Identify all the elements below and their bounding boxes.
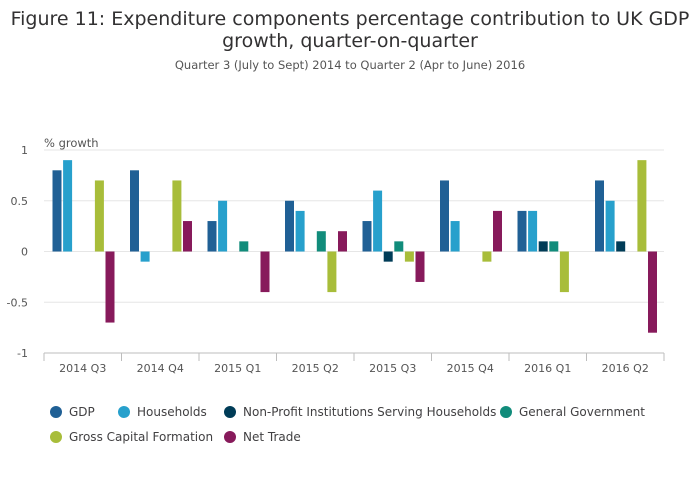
y-tick-label: -0.5 [7,296,28,309]
bar [183,221,192,252]
x-tick-label: 2015 Q2 [292,362,339,375]
x-tick-label: 2014 Q4 [137,362,184,375]
bar [450,221,460,252]
bar [327,251,337,293]
y-tick-label: 0.5 [11,195,29,208]
bar [493,210,502,252]
x-axis: 2014 Q3 2014 Q4 2015 Q1 2015 Q2 2015 Q3 2015 … [43,352,665,375]
bar [52,170,62,252]
bar [207,221,217,252]
bar [549,241,559,252]
bar [394,241,404,252]
bar [105,251,115,323]
legend-label: Households [137,405,207,419]
legend-label: Non-Profit Institutions Serving Househol… [243,405,497,419]
bar [595,180,604,252]
legend-swatch [224,406,236,418]
bar [559,251,569,293]
x-tick-label: 2015 Q3 [369,362,416,375]
y-tick-label: 0 [21,246,28,259]
bar [648,251,657,333]
bar [538,241,548,252]
bar [517,210,527,252]
legend-swatch [224,431,236,443]
x-tick-label: 2016 Q1 [524,362,571,375]
bar [404,251,414,262]
bar [140,251,150,262]
bar [362,221,372,252]
legend-item[interactable]: Non-Profit Institutions Serving Househol… [224,405,496,419]
bar [316,231,326,252]
legend-label: General Government [519,405,645,419]
chart-title-line2: growth, quarter-on-quarter [222,30,478,52]
bar [616,241,626,252]
chart-subtitle: Quarter 3 (July to Sept) 2014 to Quarter… [174,58,526,72]
legend-item[interactable]: Net Trade [224,430,301,444]
legend-swatch [50,431,62,443]
bar [373,190,383,252]
y-tick-label: -1 [17,347,28,360]
bar [130,170,139,252]
legend-item[interactable]: GDP [50,405,95,419]
bar [172,180,182,252]
bar [383,251,393,262]
x-tick-label: 2014 Q3 [59,362,106,375]
bars [52,160,657,333]
bar-chart: % growth 1 0.5 0 -0.5 -1 2014 Q3 2014 Q4 2015 … [7,136,665,375]
chart-title: Figure 11: Expenditure components percen… [0,8,700,52]
x-tick-label: 2015 Q4 [447,362,494,375]
legend-label: GDP [69,405,95,419]
bar [605,200,615,252]
legend-item[interactable]: Households [118,405,207,419]
y-axis-ticks: 1 0.5 0 -0.5 -1 [7,144,28,360]
y-axis-label: % growth [44,136,99,150]
legend-label: Gross Capital Formation [69,430,214,444]
bar [239,241,249,252]
legend-item[interactable]: General Government [500,405,645,419]
bar [285,200,294,252]
bar [63,160,73,252]
bar [338,231,347,252]
bar [637,160,647,252]
bar [528,210,538,252]
legend-swatch [500,406,512,418]
bar [482,251,492,262]
bar [440,180,449,252]
legend-swatch [50,406,62,418]
y-tick-label: 1 [21,144,28,157]
bar [295,210,305,252]
bar [415,251,425,282]
legend-item[interactable]: Gross Capital Formation [50,430,213,444]
legend-label: Net Trade [243,430,301,444]
chart-title-line1: Figure 11: Expenditure components percen… [10,8,690,30]
bar [94,180,104,252]
bar [260,251,270,293]
legend-swatch [118,406,130,418]
x-tick-label: 2015 Q1 [214,362,261,375]
bar [218,200,228,252]
x-tick-label: 2016 Q2 [602,362,649,375]
